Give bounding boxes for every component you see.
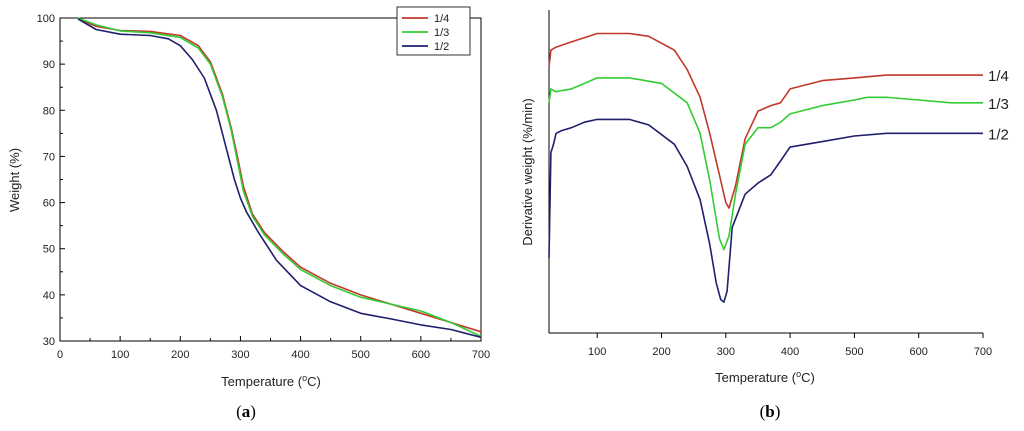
y-tick-label: 90 — [43, 59, 55, 71]
x-tick-label: 0 — [57, 349, 63, 361]
y-tick-label: 40 — [43, 290, 55, 302]
panel-a-plot-frame — [59, 17, 482, 342]
x-tick-label: 400 — [781, 346, 799, 358]
panel-a-series-lines — [77, 17, 482, 339]
series-line-1-2 — [77, 18, 482, 339]
x-tick-label: 300 — [231, 349, 249, 361]
panel-a-caption: (a) — [236, 402, 256, 421]
x-tick-label: 700 — [974, 346, 992, 358]
legend-label-1-2: 1/2 — [434, 41, 449, 53]
y-tick-label: 100 — [37, 13, 55, 25]
y-tick-label: 30 — [43, 336, 55, 348]
series-label-1-4: 1/4 — [988, 68, 1009, 85]
x-title-prefix: Temperature ( — [221, 374, 303, 389]
y-tick-label: 70 — [43, 151, 55, 163]
x-title-degree: o — [302, 373, 307, 383]
series-label-1-2: 1/2 — [988, 126, 1009, 143]
x-tick-label: 700 — [472, 349, 490, 361]
panel-a-letter: a — [242, 402, 251, 421]
panel-b-series-labels: 1/4 1/3 1/2 — [988, 68, 1009, 143]
series-label-1-3: 1/3 — [988, 96, 1009, 113]
y-tick-label: 50 — [43, 244, 55, 256]
panel-b-series-lines — [548, 32, 983, 303]
series-line-1-3 — [77, 17, 482, 338]
panel-b-x-ticks: 100 200 300 400 500 600 700 — [588, 333, 992, 358]
x-title-suffix: C) — [801, 370, 815, 385]
x-tick-label: 600 — [910, 346, 928, 358]
x-title-prefix: Temperature ( — [715, 370, 797, 385]
panel-a-weight-chart: 0 100 200 300 400 500 600 700 30 40 50 60 70 80 90 100… — [7, 6, 490, 421]
x-tick-label: 400 — [291, 349, 309, 361]
panel-b-x-axis-title: Temperature (oC) — [715, 369, 815, 385]
panel-a-y-ticks: 30 40 50 60 70 80 90 100 — [37, 13, 65, 348]
x-tick-label: 500 — [352, 349, 370, 361]
legend-box — [396, 6, 471, 56]
panel-a-legend: 1/4 1/3 1/2 — [396, 6, 471, 56]
y-tick-label: 60 — [43, 198, 55, 210]
x-tick-label: 200 — [171, 349, 189, 361]
panel-b-y-axis-title: Derivative weight (%/min) — [520, 98, 535, 245]
panel-b-derivative-chart: 100 200 300 400 500 600 700 1/4 1/3 1/2 Temperat… — [520, 10, 1009, 421]
series-line-1-2 — [548, 118, 983, 303]
panel-b-letter: b — [765, 402, 774, 421]
legend-label-1-3: 1/3 — [434, 27, 449, 39]
series-line-1-4 — [548, 32, 983, 209]
panel-b-caption: (b) — [760, 402, 781, 421]
panel-a-y-axis-title: Weight (%) — [7, 148, 22, 212]
x-title-suffix: C) — [307, 374, 321, 389]
series-line-1-4 — [77, 18, 482, 333]
x-tick-label: 200 — [652, 346, 670, 358]
panel-a-x-axis-title: Temperature (oC) — [221, 373, 321, 389]
panel-a-x-ticks: 0 100 200 300 400 500 600 700 — [57, 336, 490, 361]
y-tick-label: 80 — [43, 105, 55, 117]
x-tick-label: 500 — [845, 346, 863, 358]
x-title-degree: o — [796, 369, 801, 379]
series-line-1-3 — [548, 77, 983, 251]
legend-label-1-4: 1/4 — [434, 13, 449, 25]
x-tick-label: 300 — [717, 346, 735, 358]
x-tick-label: 100 — [111, 349, 129, 361]
x-tick-label: 100 — [588, 346, 606, 358]
x-tick-label: 600 — [412, 349, 430, 361]
